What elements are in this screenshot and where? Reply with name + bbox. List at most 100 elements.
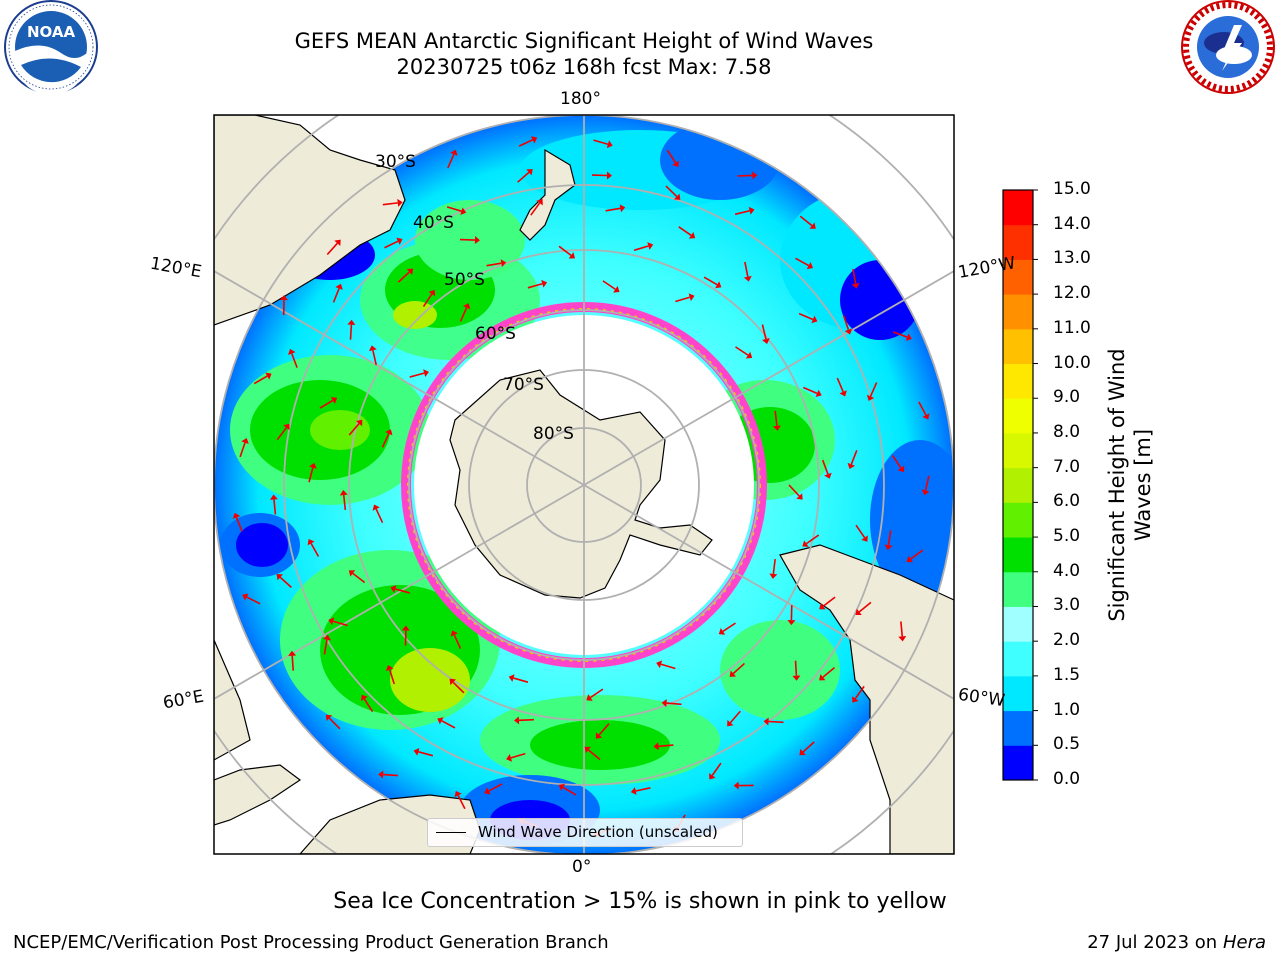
colorbar-tick-label: 11.0 [1053, 317, 1091, 338]
wave-arrow [737, 171, 758, 180]
nws-logo [1181, 0, 1275, 94]
lat-label-80s: 80°S [533, 424, 574, 444]
wave-arrow [769, 558, 778, 579]
footer-date: 27 Jul 2023 on Hera [1087, 932, 1266, 953]
lat-label-30s: 30°S [375, 152, 416, 172]
colorbar-segment [1003, 190, 1033, 226]
wave-arrow [513, 716, 535, 725]
colorbar-tick-label: 2.0 [1053, 630, 1081, 651]
colorbar-tick-label: 1.5 [1053, 664, 1081, 685]
colorbar-segment [1003, 606, 1033, 642]
wave-arrow [328, 617, 348, 627]
colorbar-tick-label: 7.0 [1053, 456, 1081, 477]
legend-line-swatch [436, 832, 466, 833]
wave-arrow [486, 259, 507, 268]
wave-arrow [743, 261, 752, 282]
wave-arrow [437, 717, 456, 729]
colorbar-segment [1003, 224, 1033, 260]
wave-arrow [447, 149, 458, 169]
wave-arrow [288, 348, 298, 368]
wave-arrow [409, 369, 429, 378]
wave-arrow [836, 377, 847, 397]
wave-arrow [866, 382, 878, 401]
wave-arrow [602, 280, 620, 293]
wave-arrow [763, 717, 784, 726]
wave-arrow [709, 762, 722, 780]
lat-label-70s: 70°S [503, 375, 544, 395]
wave-arrow [855, 601, 872, 615]
wave-arrow [595, 723, 610, 739]
colorbar-tick-label: 8.0 [1053, 421, 1081, 442]
wave-arrow [633, 242, 654, 252]
wave-arrow [454, 790, 466, 810]
graticule [214, 115, 954, 854]
wave-arrow [656, 660, 676, 670]
wave-arrow [397, 268, 414, 283]
wave-arrow [517, 169, 533, 183]
wave-arrow [308, 462, 317, 483]
wave-arrow [799, 215, 816, 229]
wave-arrow [506, 752, 526, 762]
chart-title: GEFS MEAN Antarctic Significant Height o… [294, 29, 874, 53]
wave-arrow [372, 504, 384, 524]
wave-arrow [368, 345, 378, 366]
wave-arrow [678, 226, 696, 239]
wave-arrow [584, 746, 601, 761]
colorbar-segment [1003, 363, 1033, 399]
australia-landmass [214, 115, 406, 326]
lat-label-40s: 40°S [413, 213, 454, 233]
wave-arrow [288, 650, 297, 671]
colorbar-tick-label: 3.0 [1053, 595, 1081, 616]
wave-arrow [718, 622, 736, 635]
wave-arrow [787, 605, 796, 626]
wave-arrow [385, 664, 396, 685]
wave-arrow [898, 621, 907, 642]
noaa-logo: NOAA [4, 0, 98, 95]
wave-arrow [242, 593, 261, 605]
chart-subtitle: 20230725 t06z 168h fcst Max: 7.58 [396, 55, 772, 79]
colorbar-segment [1003, 432, 1033, 469]
wave-arrow [795, 257, 814, 270]
wave-arrow [384, 237, 403, 249]
wave-arrow [593, 139, 613, 149]
colorbar-segment [1003, 502, 1033, 538]
wave-arrow [307, 539, 320, 557]
africa-landmass [214, 764, 302, 826]
wave-arrow [332, 283, 343, 303]
colorbar-tick-label: 9.0 [1053, 387, 1081, 408]
wave-arrow [558, 245, 576, 259]
wave-arrow [530, 198, 543, 216]
colorbar-border [1002, 189, 1034, 781]
wave-arrow [802, 386, 822, 398]
wave-arrow [675, 293, 695, 303]
sea-ice-edge-yellow [407, 308, 761, 662]
wave-arrow [591, 171, 613, 180]
wave-arrow [761, 324, 770, 344]
wave-arrow [558, 783, 577, 796]
colorbar-segment [1003, 294, 1033, 330]
colorbar-tick-label: 4.0 [1053, 560, 1081, 581]
wave-arrow [279, 295, 288, 316]
colorbar-tick-label: 12.0 [1053, 283, 1091, 304]
wave-arrow [276, 574, 292, 588]
wave-arrow [918, 401, 930, 420]
wave-arrow [413, 747, 434, 757]
wave-arrow [459, 303, 471, 322]
legend-text: Wind Wave Direction (unscaled) [478, 823, 718, 841]
colorbar-segment [1003, 259, 1033, 295]
colorbar-segment [1003, 537, 1033, 573]
footer-system-name: Hera [1222, 932, 1266, 953]
sea-ice-caption: Sea Ice Concentration > 15% is shown in … [333, 889, 947, 914]
wave-arrow [347, 319, 356, 340]
wave-arrow [518, 136, 538, 147]
colorbar-tick-label: 10.0 [1053, 352, 1091, 373]
wave-arrow [852, 685, 865, 703]
wave-arrow [325, 714, 341, 730]
wave-arrow [276, 423, 290, 441]
noaa-logo-text: NOAA [27, 23, 76, 41]
wave-arrow [339, 490, 348, 511]
wave-arrow [348, 570, 366, 584]
wave-arrow [348, 419, 363, 436]
wave-arrow [449, 678, 465, 694]
map-legend: Wind Wave Direction (unscaled) [427, 818, 743, 847]
